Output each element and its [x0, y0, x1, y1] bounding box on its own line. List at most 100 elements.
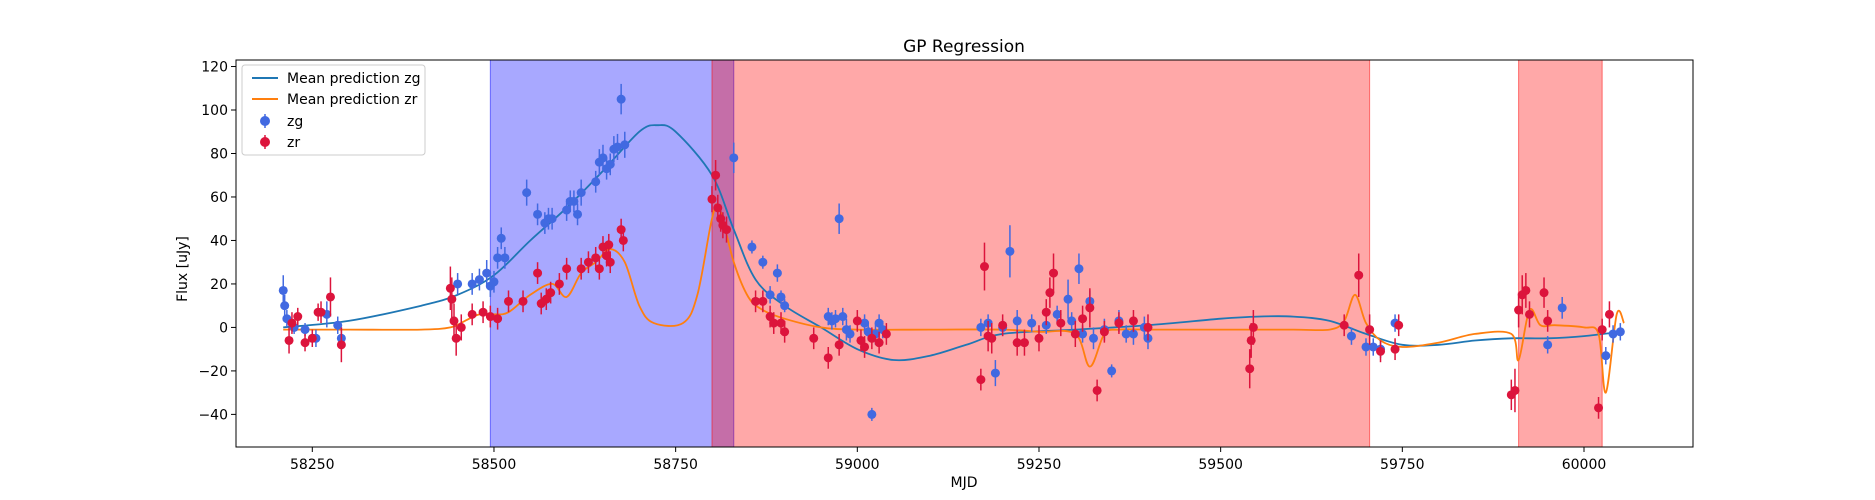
point-zg-75 — [1121, 329, 1131, 339]
point-zr-91 — [1524, 309, 1534, 319]
point-zr-64 — [1034, 333, 1044, 343]
observation-points — [278, 83, 1625, 421]
point-zr-79 — [1248, 322, 1258, 332]
point-zr-82 — [1365, 325, 1375, 335]
point-zr-46 — [776, 318, 786, 328]
point-zr-32 — [604, 240, 614, 250]
point-zg-34 — [613, 142, 623, 152]
point-zr-49 — [823, 353, 833, 363]
point-zr-83 — [1376, 346, 1386, 356]
y-tick-label-80: 80 — [210, 146, 228, 162]
point-zg-86 — [1601, 351, 1611, 361]
point-zr-76 — [1143, 322, 1153, 332]
point-zr-45 — [769, 318, 779, 328]
point-zg-12 — [482, 268, 492, 278]
line-mean-zr — [283, 203, 1625, 394]
point-zg-35 — [616, 94, 626, 104]
legend-box — [241, 64, 426, 156]
point-zr-72 — [1092, 385, 1102, 395]
point-zr-71 — [1085, 303, 1095, 313]
point-zg-36 — [620, 140, 630, 150]
point-zr-14 — [467, 309, 477, 319]
y-tick-label-100: 100 — [201, 103, 228, 119]
point-zr-75 — [1128, 316, 1138, 326]
point-zr-93 — [1543, 316, 1553, 326]
y-tick-label-20: 20 — [210, 277, 228, 293]
point-zr-37 — [711, 170, 721, 180]
point-zr-22 — [541, 294, 551, 304]
point-zr-85 — [1394, 320, 1404, 330]
point-zr-62 — [1012, 338, 1022, 348]
point-zr-78 — [1246, 335, 1256, 345]
legend-label-zg: zg — [287, 114, 303, 130]
point-zr-33 — [605, 257, 615, 267]
point-zr-90 — [1521, 285, 1531, 295]
point-zr-24 — [554, 279, 564, 289]
point-zg-43 — [780, 301, 790, 311]
point-zr-1 — [287, 318, 297, 328]
y-axis-label: Flux [uJy] — [175, 236, 191, 302]
x-tick-label-58500: 58500 — [472, 457, 517, 473]
point-zr-74 — [1114, 318, 1124, 328]
point-zg-7 — [333, 320, 343, 330]
point-zr-65 — [1041, 307, 1051, 317]
shaded-region-zg-0 — [489, 59, 735, 448]
legend-label-mean-zg: Mean prediction zg — [287, 71, 421, 87]
point-zr-48 — [809, 333, 819, 343]
point-zr-63 — [1019, 338, 1029, 348]
point-zr-81 — [1354, 270, 1364, 280]
point-zr-26 — [576, 264, 586, 274]
point-zr-17 — [493, 314, 503, 324]
point-zr-87 — [1510, 385, 1520, 395]
point-zr-54 — [867, 333, 877, 343]
point-zr-10 — [447, 294, 457, 304]
point-zr-95 — [1597, 325, 1607, 335]
point-zr-55 — [874, 338, 884, 348]
point-zr-27 — [583, 257, 593, 267]
point-zr-56 — [881, 329, 891, 339]
point-zr-0 — [284, 335, 294, 345]
point-zr-42 — [751, 296, 761, 306]
point-zg-19 — [533, 209, 543, 219]
point-zg-9 — [453, 279, 463, 289]
x-tick-label-59500: 59500 — [1198, 457, 1243, 473]
point-zr-84 — [1390, 344, 1400, 354]
point-zg-15 — [493, 253, 503, 263]
point-zg-30 — [598, 153, 608, 163]
point-zr-8 — [336, 340, 346, 350]
shaded-region-zr-1 — [711, 59, 1371, 448]
point-zr-12 — [451, 333, 461, 343]
x-axis-label: MJD — [951, 475, 978, 491]
point-zg-38 — [747, 242, 757, 252]
point-zr-41 — [722, 225, 732, 235]
point-zr-16 — [485, 312, 495, 322]
legend-label-mean-zr: Mean prediction zr — [287, 92, 418, 108]
legend-marker-zr — [260, 137, 270, 147]
plot-frame — [235, 59, 1694, 448]
point-zr-96 — [1604, 309, 1614, 319]
y-tick-label-0: 0 — [219, 320, 228, 336]
point-zr-60 — [987, 333, 997, 343]
point-zr-35 — [618, 235, 628, 245]
point-zg-25 — [569, 196, 579, 206]
point-zg-67 — [1067, 316, 1077, 326]
point-zg-37 — [729, 153, 739, 163]
x-tick-label-60000: 60000 — [1562, 457, 1607, 473]
point-zg-51 — [860, 318, 870, 328]
point-zg-11 — [474, 275, 484, 285]
point-zg-46 — [831, 314, 841, 324]
point-zg-85 — [1557, 303, 1567, 313]
chart-title: GP Regression — [903, 37, 1025, 57]
x-tick-label-59250: 59250 — [1017, 457, 1062, 473]
point-zr-77 — [1245, 364, 1255, 374]
point-zg-71 — [1088, 333, 1098, 343]
point-zr-50 — [834, 340, 844, 350]
point-zr-51 — [852, 316, 862, 326]
point-zg-50 — [845, 329, 855, 339]
point-zr-57 — [976, 375, 986, 385]
point-zg-88 — [1615, 327, 1625, 337]
shaded-regions — [489, 59, 1603, 448]
point-zg-22 — [547, 214, 557, 224]
point-zr-94 — [1594, 403, 1604, 413]
legend-label-zr: zr — [287, 135, 300, 151]
